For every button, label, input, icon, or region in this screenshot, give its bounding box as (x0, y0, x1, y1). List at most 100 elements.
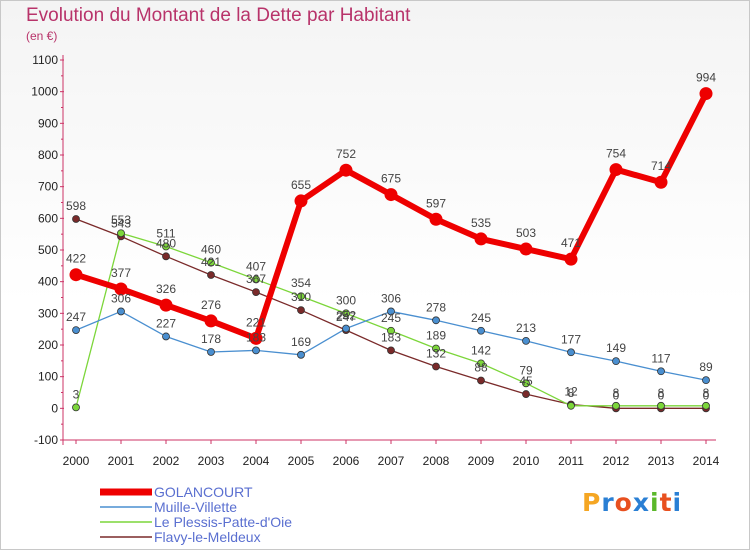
data-label: 79 (519, 363, 533, 377)
data-label: 8 (658, 386, 665, 400)
data-label: 45 (519, 374, 533, 388)
data-label: 178 (201, 332, 221, 346)
y-tick-label: 1000 (31, 85, 58, 99)
data-point (702, 376, 710, 385)
data-point (657, 401, 665, 410)
data-point (297, 292, 305, 301)
data-label: 213 (516, 321, 536, 335)
data-label: 88 (474, 360, 488, 374)
data-label: 189 (426, 328, 446, 342)
data-point (162, 252, 170, 261)
x-tick-label: 2002 (153, 454, 180, 468)
data-label: 310 (291, 290, 311, 304)
x-tick-label: 2013 (648, 454, 675, 468)
data-point (699, 87, 713, 101)
x-tick-label: 2011 (558, 454, 584, 468)
data-point (387, 307, 395, 316)
x-tick-label: 2010 (513, 454, 540, 468)
data-label: 245 (471, 311, 491, 325)
x-tick-label: 2007 (378, 454, 405, 468)
data-label: 306 (111, 291, 131, 305)
data-point (72, 215, 80, 223)
x-tick-label: 2001 (108, 454, 135, 468)
data-label: 675 (381, 172, 401, 186)
data-label: 553 (111, 213, 131, 227)
data-point (117, 229, 125, 238)
data-label: 598 (66, 199, 86, 213)
data-label: 535 (471, 216, 491, 230)
y-tick-label: 600 (38, 211, 58, 225)
data-point (342, 324, 350, 333)
data-point (432, 362, 440, 371)
data-point (387, 346, 395, 355)
logo-letter: x (632, 488, 650, 517)
data-label: 132 (426, 347, 446, 361)
data-point (204, 314, 218, 328)
data-label: 0 (613, 388, 620, 402)
data-point (612, 357, 620, 366)
legend-label: Flavy-le-Meldeux (154, 529, 261, 545)
chart-title: Evolution du Montant de la Dette par Hab… (26, 5, 411, 26)
data-point (207, 258, 215, 267)
data-label: 169 (291, 335, 311, 349)
data-label: 117 (651, 351, 670, 365)
data-label: 377 (111, 266, 131, 280)
data-point (609, 163, 623, 177)
data-point (519, 242, 533, 256)
data-point (69, 268, 83, 282)
data-label: 480 (156, 236, 176, 250)
data-label: 460 (201, 243, 221, 257)
data-label: 714 (651, 159, 671, 173)
data-label: 12 (564, 385, 578, 399)
data-label: 503 (516, 226, 536, 240)
data-point (252, 288, 260, 297)
logo-letter: r (601, 488, 615, 517)
data-point (522, 336, 530, 345)
x-tick-label: 2000 (63, 454, 90, 468)
data-label: 326 (156, 282, 176, 296)
data-point (567, 348, 575, 357)
y-tick-label: 500 (38, 243, 58, 257)
data-point (432, 316, 440, 325)
data-point (477, 326, 485, 335)
data-point (207, 348, 215, 356)
data-label: 221 (246, 315, 266, 329)
legend-label: Muille-Villette (154, 499, 237, 515)
y-tick-label: 200 (38, 338, 58, 352)
data-point (72, 326, 80, 335)
data-label: 183 (246, 330, 266, 344)
y-tick-label: 300 (38, 306, 58, 320)
data-label: 245 (381, 311, 401, 325)
y-tick-label: 0 (51, 401, 58, 415)
data-label: 0 (703, 388, 710, 402)
legend-label: Le Plessis-Patte-d'Oie (154, 514, 292, 530)
data-label: 8 (613, 386, 620, 400)
y-tick-label: 800 (38, 148, 58, 162)
data-point (252, 346, 260, 355)
x-tick-label: 2014 (693, 454, 720, 468)
data-point (477, 359, 485, 368)
logo-letter: i (672, 488, 683, 517)
data-point (384, 188, 398, 202)
data-label: 252 (336, 309, 356, 323)
logo-letter: i (650, 488, 660, 517)
x-tick-label: 2009 (468, 454, 495, 468)
data-point (159, 298, 173, 312)
logo-letter: P (582, 488, 602, 517)
data-point (114, 282, 128, 296)
data-point (117, 307, 125, 316)
data-label: 300 (336, 293, 356, 307)
data-point (252, 275, 260, 284)
data-label: 471 (561, 236, 581, 250)
data-label: 3 (73, 387, 80, 401)
data-label: 543 (111, 216, 131, 230)
x-tick-label: 2006 (333, 454, 360, 468)
data-point (564, 252, 578, 266)
data-point (474, 232, 488, 246)
data-label: 511 (156, 227, 175, 241)
y-tick-label: 400 (38, 275, 58, 289)
y-tick-label: 100 (38, 370, 58, 384)
data-label: 407 (246, 259, 266, 273)
